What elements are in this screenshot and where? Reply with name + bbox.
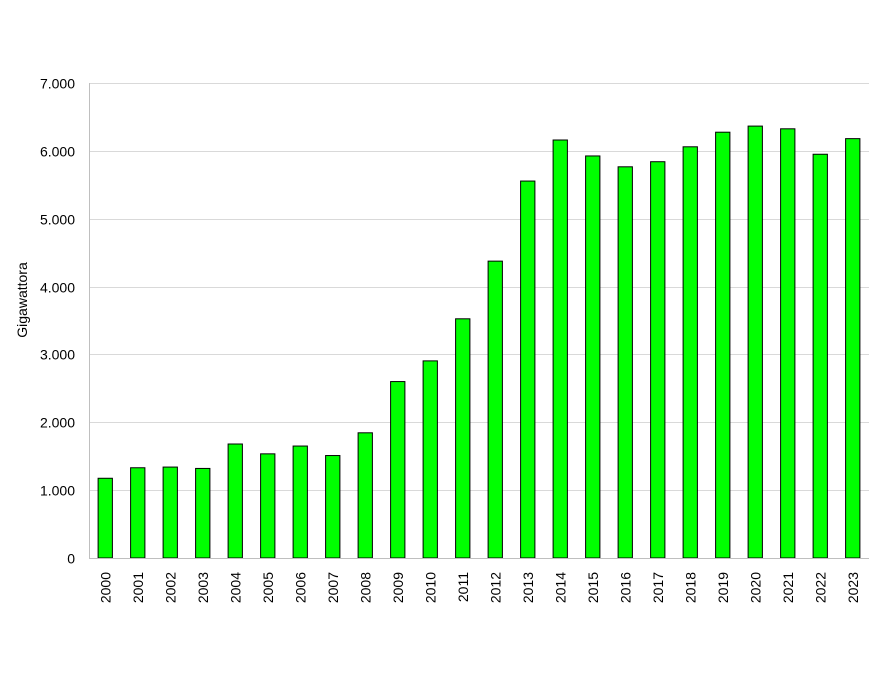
y-tick-label: 5.000 bbox=[40, 212, 75, 228]
bar-2011 bbox=[455, 318, 471, 559]
y-tick-label: 0 bbox=[67, 551, 75, 567]
bar-2023 bbox=[845, 138, 861, 559]
x-tick-label: 2023 bbox=[845, 572, 861, 603]
y-tick-label: 3.000 bbox=[40, 347, 75, 363]
x-tick-labels: 2000 2001 2002 2003 2004 2005 2006 2007 2008 2009… bbox=[97, 572, 861, 603]
bar-2021 bbox=[780, 128, 796, 559]
y-tick-label: 4.000 bbox=[40, 280, 75, 296]
x-tick-label: 2018 bbox=[682, 572, 698, 603]
y-tick-label: 2.000 bbox=[40, 415, 75, 431]
x-tick-label: 2008 bbox=[357, 572, 373, 603]
x-tick-label: 2006 bbox=[292, 572, 308, 603]
bar-2015 bbox=[585, 155, 601, 559]
y-tick-label: 1.000 bbox=[40, 483, 75, 499]
x-tick-label: 2021 bbox=[780, 572, 796, 603]
y-tick-label: 6.000 bbox=[40, 144, 75, 160]
bar-2018 bbox=[682, 146, 698, 559]
axes bbox=[89, 83, 869, 559]
bar-2005 bbox=[260, 453, 276, 559]
x-tick-label: 2009 bbox=[390, 572, 406, 603]
x-tick-label: 2019 bbox=[715, 572, 731, 603]
bar-2019 bbox=[715, 131, 731, 559]
x-tick-label: 2005 bbox=[260, 572, 276, 603]
bar-2010 bbox=[422, 360, 438, 559]
x-tick-label: 2011 bbox=[455, 572, 471, 602]
x-tick-label: 2020 bbox=[747, 572, 763, 603]
bar-2006 bbox=[292, 445, 308, 559]
x-tick-label: 2016 bbox=[617, 572, 633, 603]
bar-2000 bbox=[97, 477, 113, 559]
bar-2009 bbox=[390, 381, 406, 559]
x-tick-label: 2010 bbox=[422, 572, 438, 603]
y-tick-label: 7.000 bbox=[40, 76, 75, 92]
x-tick-label: 2004 bbox=[227, 572, 243, 603]
bar-2002 bbox=[162, 466, 178, 559]
x-tick-label: 2000 bbox=[97, 572, 113, 603]
bar-2007 bbox=[325, 455, 341, 559]
bar-2020 bbox=[747, 125, 763, 559]
bar-2013 bbox=[520, 180, 536, 559]
x-tick-label: 2012 bbox=[487, 572, 503, 603]
bar-2008 bbox=[357, 432, 373, 559]
bar-2017 bbox=[650, 161, 666, 559]
y-tick-labels: 0 1.000 2.000 3.000 4.000 5.000 6.000 7.000 bbox=[40, 76, 75, 567]
bar-2003 bbox=[195, 467, 211, 559]
y-axis-label: Gigawattora bbox=[14, 262, 30, 338]
x-tick-label: 2015 bbox=[585, 572, 601, 603]
x-tick-label: 2001 bbox=[130, 572, 146, 603]
x-tick-label: 2003 bbox=[195, 572, 211, 603]
bar-2012 bbox=[487, 260, 503, 559]
bar-2001 bbox=[130, 467, 146, 559]
x-tick-label: 2007 bbox=[325, 572, 341, 603]
bar-2022 bbox=[812, 153, 828, 559]
x-tick-label: 2013 bbox=[520, 572, 536, 603]
x-tick-label: 2017 bbox=[650, 572, 666, 603]
bar-2016 bbox=[617, 166, 633, 559]
bars bbox=[97, 125, 861, 559]
gridlines bbox=[89, 83, 869, 491]
x-tick-label: 2022 bbox=[812, 572, 828, 603]
x-tick-label: 2014 bbox=[552, 572, 568, 603]
bar-2004 bbox=[227, 443, 243, 559]
x-tick-label: 2002 bbox=[162, 572, 178, 603]
bar-2014 bbox=[552, 139, 568, 559]
